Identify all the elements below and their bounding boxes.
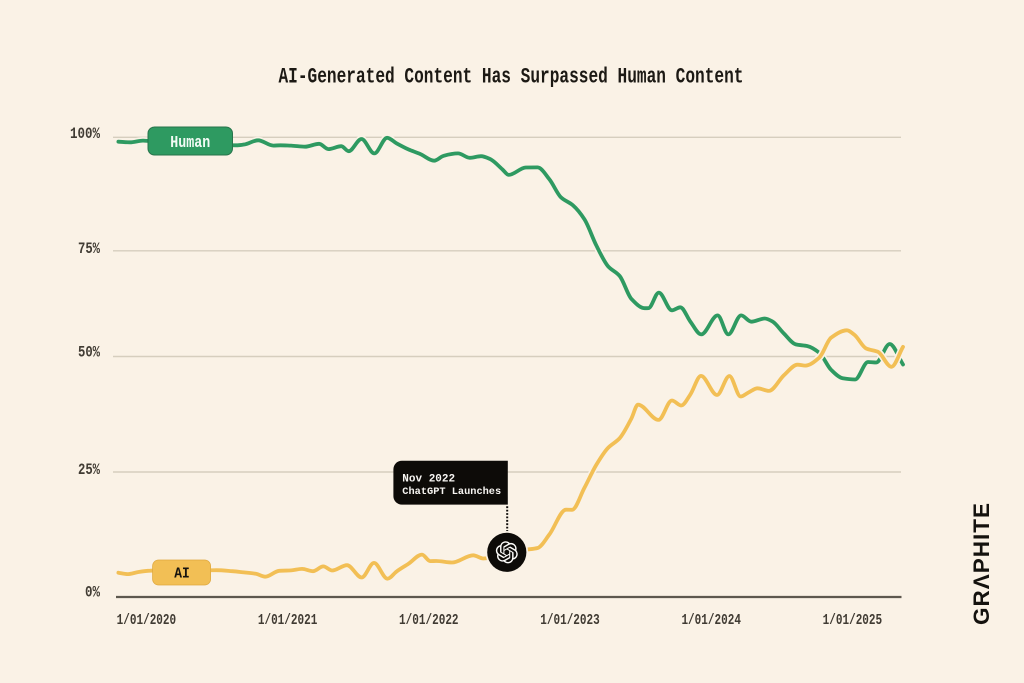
svg-text:1/01/2022: 1/01/2022 [399,613,459,629]
svg-text:Nov 2022: Nov 2022 [402,473,455,485]
svg-text:75%: 75% [78,240,100,258]
svg-text:AI-Generated Content Has Surpa: AI-Generated Content Has Surpassed Human… [279,64,744,90]
svg-text:ChatGPT Launches: ChatGPT Launches [402,486,501,498]
svg-text:Human: Human [170,133,210,152]
svg-text:25%: 25% [78,461,100,479]
svg-text:1/01/2025: 1/01/2025 [823,613,883,629]
svg-text:GRΛPHITE: GRΛPHITE [969,502,994,625]
svg-text:50%: 50% [78,343,100,361]
svg-text:100%: 100% [70,125,100,143]
svg-text:0%: 0% [85,583,100,601]
svg-text:1/01/2021: 1/01/2021 [258,613,318,629]
svg-text:AI: AI [174,566,190,582]
svg-text:1/01/2023: 1/01/2023 [540,613,600,629]
svg-text:1/01/2020: 1/01/2020 [117,613,177,629]
svg-text:1/01/2024: 1/01/2024 [681,613,741,629]
